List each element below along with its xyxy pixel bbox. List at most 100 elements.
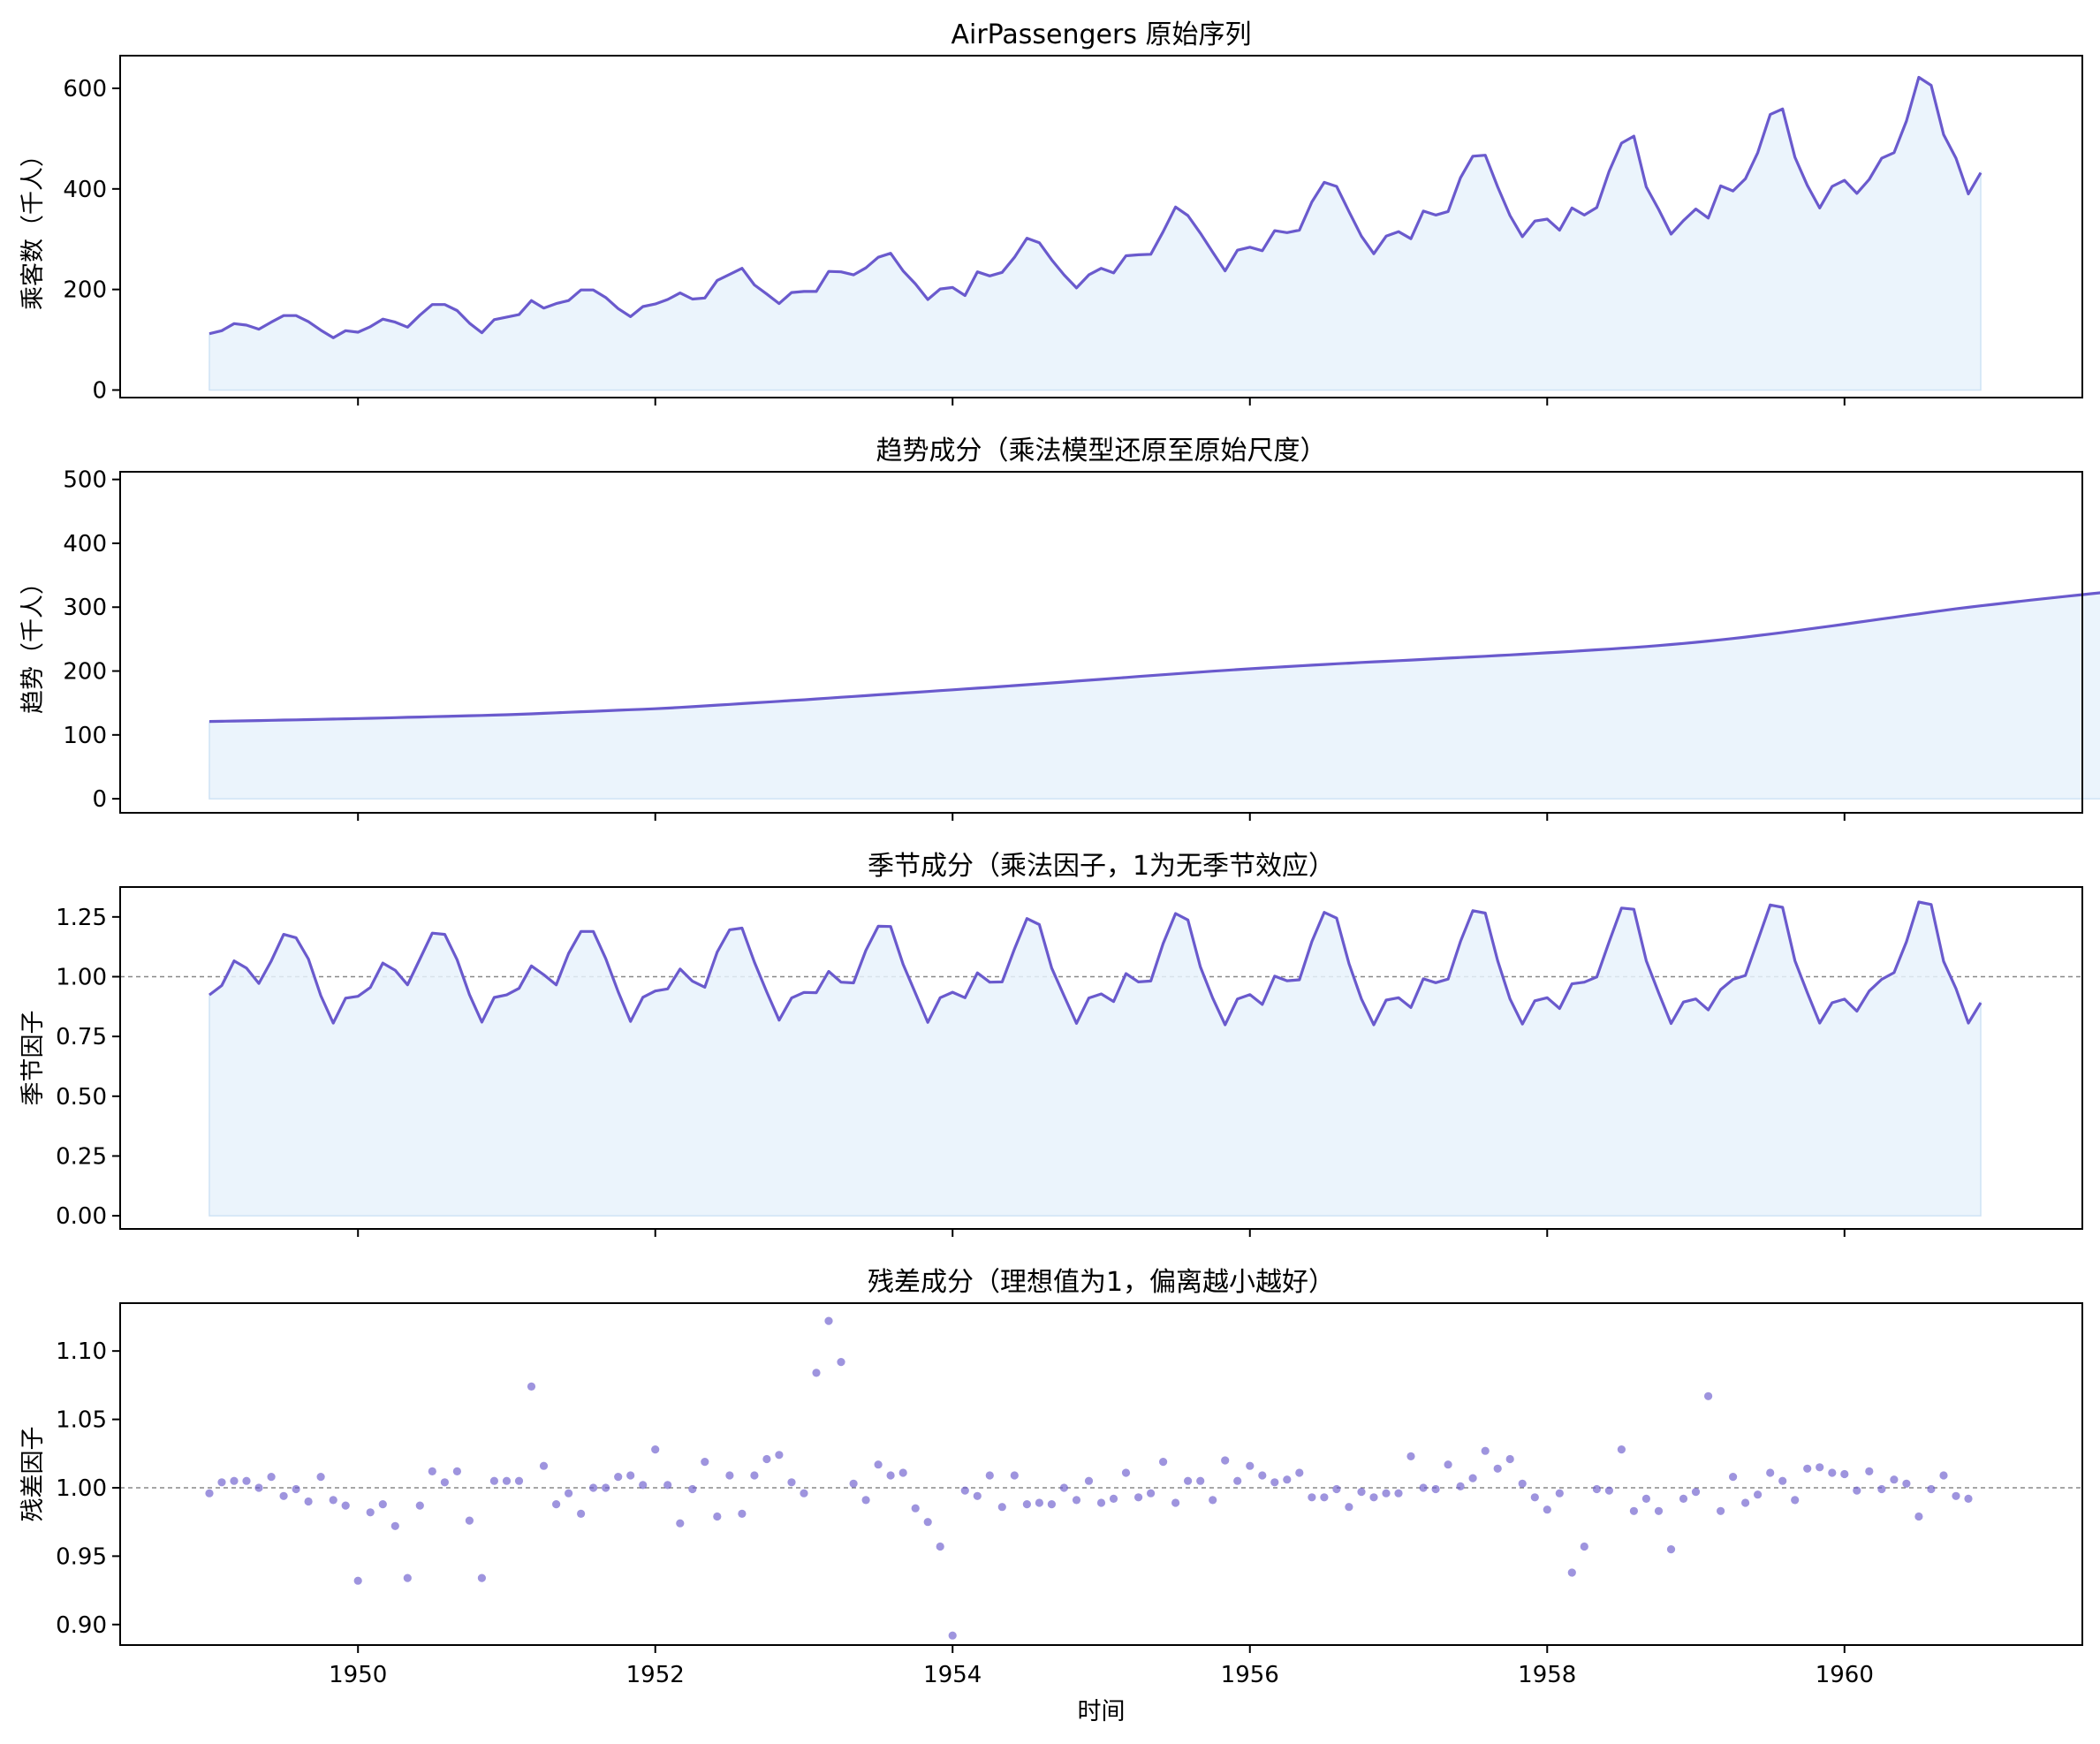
plot-frame <box>119 471 2083 814</box>
panel-2: 趋势成分（乘法模型还原至原始尺度） 趋势（千人） 0 100 200 300 400 500 <box>19 436 2100 821</box>
residual-point <box>1914 1512 1923 1521</box>
panel-title: 残差成分（理想值为1，偏离越小越好） <box>868 1267 1335 1298</box>
residual-point <box>1717 1506 1725 1515</box>
residual-point <box>1877 1484 1886 1494</box>
residual-point <box>366 1508 375 1517</box>
residual-point <box>1840 1469 1849 1479</box>
residual-point <box>1592 1484 1601 1494</box>
residual-point <box>1196 1476 1205 1485</box>
plot-frame <box>119 55 2083 398</box>
residual-point <box>688 1484 697 1494</box>
residual-point <box>279 1491 288 1500</box>
residual-point <box>1159 1458 1168 1467</box>
residual-point <box>353 1576 362 1585</box>
x-tick-label: 1950 <box>329 1662 387 1688</box>
residual-point <box>701 1458 709 1467</box>
y-tick-label: 200 <box>63 659 107 686</box>
panel-3: 季节成分（乘法因子，1为无季节效应） 季节因子 0.00 0.25 0.50 0.75 1.… <box>19 851 2083 1237</box>
residual-point <box>960 1486 969 1495</box>
residual-point <box>1754 1490 1763 1499</box>
residual-point <box>1295 1468 1304 1477</box>
residual-point <box>1283 1475 1292 1484</box>
residual-point <box>1035 1498 1043 1507</box>
residual-point <box>898 1468 907 1477</box>
series-line <box>208 75 1982 339</box>
residual-point <box>1778 1476 1787 1485</box>
x-tick-label: 1958 <box>1518 1662 1576 1688</box>
residual-point <box>837 1358 845 1367</box>
residual-point <box>452 1467 462 1475</box>
residual-point <box>1072 1496 1081 1505</box>
residual-point <box>477 1573 487 1582</box>
residual-point <box>849 1479 858 1488</box>
residual-point <box>552 1500 561 1509</box>
residual-point <box>1258 1471 1267 1480</box>
residual-point <box>1927 1484 1936 1494</box>
residual-point <box>1952 1491 1960 1500</box>
residual-point <box>1059 1483 1068 1492</box>
residual-point <box>1629 1506 1638 1515</box>
residual-point <box>973 1491 982 1500</box>
residual-point <box>230 1476 239 1485</box>
residual-point <box>577 1509 586 1518</box>
y-axis-label: 季节因子 <box>19 1011 47 1106</box>
residual-point <box>1320 1493 1329 1502</box>
residual-point <box>1233 1476 1242 1485</box>
residual-point <box>1096 1498 1106 1507</box>
residual-point <box>390 1521 399 1530</box>
residual-point <box>1803 1464 1812 1473</box>
residual-point <box>1246 1461 1255 1470</box>
y-tick-label: 1.10 <box>56 1338 107 1365</box>
y-tick-label: 600 <box>63 76 107 102</box>
residual-point <box>1394 1489 1403 1498</box>
residual-point <box>651 1445 660 1454</box>
residual-point <box>713 1512 722 1521</box>
plot-frame <box>119 1302 2083 1646</box>
residual-point <box>1382 1489 1391 1498</box>
residual-point <box>1853 1486 1861 1495</box>
residual-point <box>1134 1493 1143 1502</box>
residual-point <box>1444 1460 1452 1469</box>
residual-point <box>428 1467 436 1475</box>
residual-point <box>663 1481 672 1490</box>
residual-point <box>626 1471 635 1480</box>
y-tick-label: 0.25 <box>56 1143 107 1170</box>
residual-point <box>1691 1488 1701 1497</box>
y-tick-label: 0 <box>92 786 107 813</box>
residual-point <box>1766 1468 1775 1477</box>
residual-point <box>1567 1568 1576 1577</box>
residual-point <box>787 1478 796 1487</box>
residual-point <box>725 1471 734 1480</box>
y-tick-label: 0 <box>92 377 107 404</box>
residual-point <box>911 1504 920 1513</box>
residual-point <box>985 1471 994 1480</box>
residual-point <box>1184 1476 1193 1485</box>
residual-point <box>1171 1498 1180 1507</box>
residual-point <box>1666 1545 1676 1554</box>
residual-point <box>1493 1464 1502 1473</box>
panel-title: AirPassengers 原始序列 <box>951 19 1251 50</box>
residual-point <box>254 1483 263 1492</box>
residual-point <box>502 1476 512 1485</box>
residual-point <box>1419 1483 1428 1492</box>
residual-point <box>1641 1494 1650 1503</box>
residual-point <box>1555 1489 1564 1498</box>
residual-point <box>527 1382 536 1391</box>
residual-point <box>861 1496 870 1505</box>
residual-point <box>1580 1542 1588 1551</box>
residual-point <box>1357 1488 1366 1497</box>
residual-point <box>304 1497 313 1506</box>
residual-point <box>886 1471 895 1480</box>
residual-point <box>378 1500 387 1509</box>
residual-point <box>1828 1468 1837 1477</box>
residual-point <box>1431 1484 1440 1494</box>
plot-frame <box>119 886 2083 1230</box>
residual-point <box>1468 1474 1477 1482</box>
residual-point <box>1121 1468 1131 1477</box>
residual-point <box>1084 1476 1094 1485</box>
residual-point <box>514 1476 524 1485</box>
residual-point <box>1604 1486 1613 1495</box>
panel-title: 趋势成分（乘法模型还原至原始尺度） <box>876 436 1327 466</box>
